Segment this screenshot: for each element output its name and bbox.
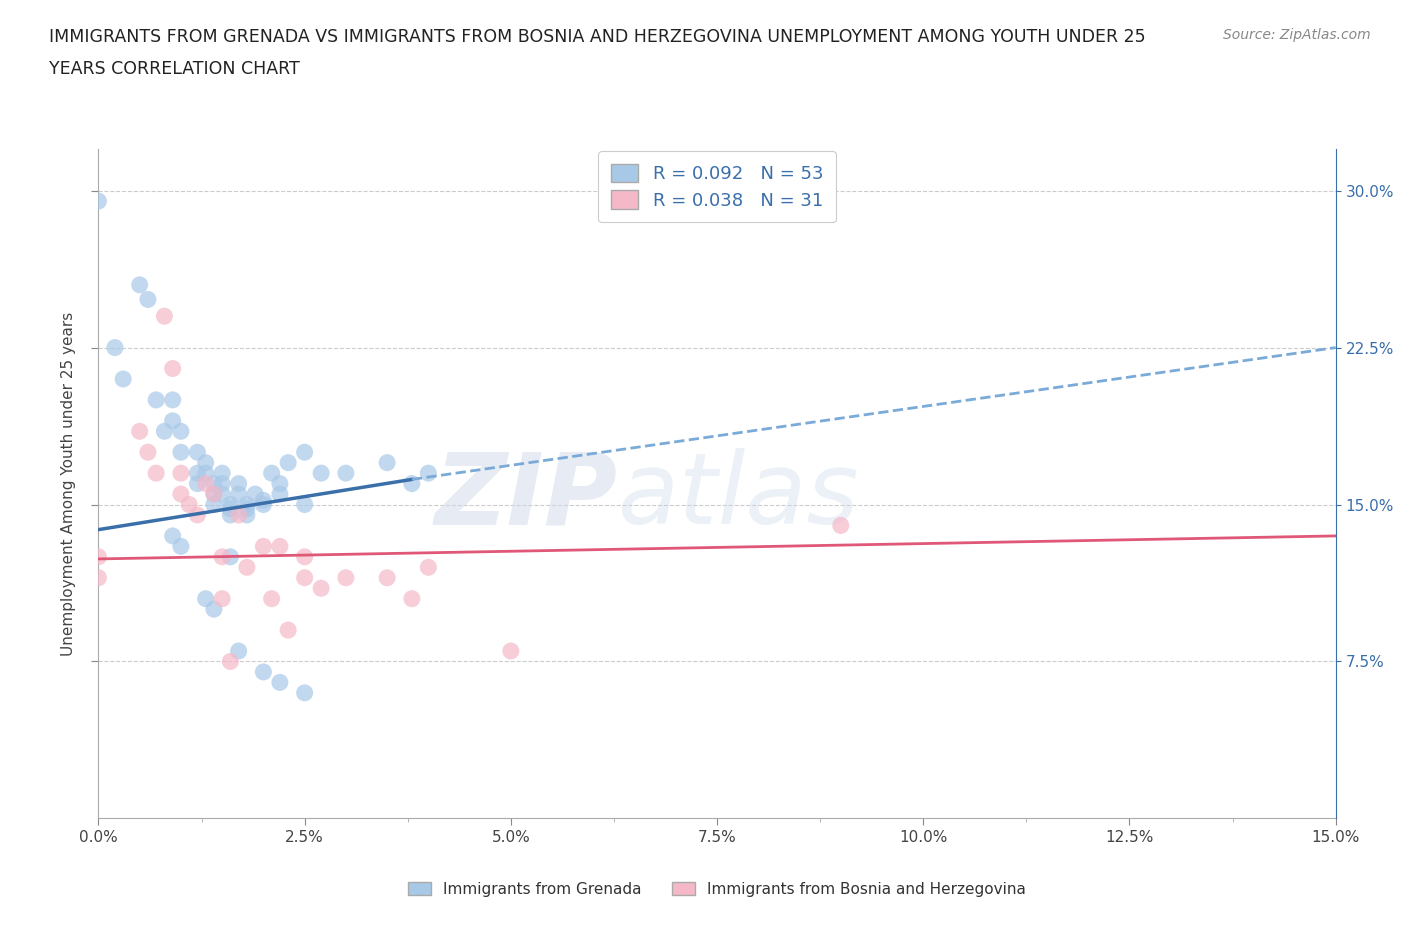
Text: Source: ZipAtlas.com: Source: ZipAtlas.com bbox=[1223, 28, 1371, 42]
Point bbox=[179, 498, 201, 512]
Point bbox=[335, 570, 357, 585]
Point bbox=[252, 493, 274, 508]
Point bbox=[162, 361, 184, 376]
Point bbox=[236, 508, 259, 523]
Point bbox=[211, 466, 233, 481]
Point bbox=[194, 591, 217, 606]
Point bbox=[269, 476, 291, 491]
Point bbox=[228, 476, 250, 491]
Point bbox=[236, 501, 259, 516]
Point bbox=[153, 309, 176, 324]
Point bbox=[87, 193, 110, 208]
Point bbox=[194, 456, 217, 471]
Point bbox=[219, 550, 242, 565]
Point bbox=[269, 539, 291, 554]
Point bbox=[243, 486, 266, 501]
Point bbox=[153, 424, 176, 439]
Point bbox=[128, 424, 150, 439]
Point bbox=[170, 466, 193, 481]
Point bbox=[219, 501, 242, 516]
Point bbox=[211, 486, 233, 501]
Point bbox=[228, 508, 250, 523]
Point bbox=[145, 466, 167, 481]
Point bbox=[401, 476, 423, 491]
Point bbox=[277, 456, 299, 471]
Point bbox=[418, 466, 440, 481]
Point bbox=[162, 414, 184, 429]
Point bbox=[211, 550, 233, 565]
Point bbox=[260, 591, 283, 606]
Point bbox=[87, 550, 110, 565]
Point bbox=[136, 445, 159, 459]
Point bbox=[170, 424, 193, 439]
Point bbox=[219, 498, 242, 512]
Point bbox=[335, 466, 357, 481]
Point bbox=[194, 466, 217, 481]
Point bbox=[219, 508, 242, 523]
Legend: Immigrants from Grenada, Immigrants from Bosnia and Herzegovina: Immigrants from Grenada, Immigrants from… bbox=[401, 874, 1033, 905]
Point bbox=[136, 292, 159, 307]
Point bbox=[186, 476, 208, 491]
Point bbox=[202, 486, 225, 501]
Point bbox=[309, 466, 332, 481]
Point bbox=[375, 456, 398, 471]
Point bbox=[186, 508, 208, 523]
Point bbox=[236, 498, 259, 512]
Point bbox=[162, 528, 184, 543]
Point bbox=[145, 392, 167, 407]
Point bbox=[162, 392, 184, 407]
Point bbox=[228, 644, 250, 658]
Point bbox=[269, 486, 291, 501]
Point bbox=[499, 644, 522, 658]
Point bbox=[252, 539, 274, 554]
Point bbox=[128, 277, 150, 292]
Point bbox=[375, 570, 398, 585]
Y-axis label: Unemployment Among Youth under 25 years: Unemployment Among Youth under 25 years bbox=[60, 312, 76, 656]
Point bbox=[252, 498, 274, 512]
Point bbox=[202, 476, 225, 491]
Point bbox=[294, 550, 316, 565]
Point bbox=[294, 685, 316, 700]
Point bbox=[269, 675, 291, 690]
Point bbox=[418, 560, 440, 575]
Point bbox=[277, 623, 299, 638]
Point bbox=[202, 498, 225, 512]
Point bbox=[401, 591, 423, 606]
Point bbox=[186, 445, 208, 459]
Point bbox=[112, 372, 135, 387]
Text: YEARS CORRELATION CHART: YEARS CORRELATION CHART bbox=[49, 60, 299, 78]
Point bbox=[294, 498, 316, 512]
Point bbox=[202, 486, 225, 501]
Point bbox=[236, 560, 259, 575]
Point bbox=[194, 476, 217, 491]
Point bbox=[170, 539, 193, 554]
Text: ZIP: ZIP bbox=[434, 448, 619, 546]
Point bbox=[211, 591, 233, 606]
Point bbox=[170, 445, 193, 459]
Point bbox=[228, 486, 250, 501]
Point bbox=[87, 570, 110, 585]
Point bbox=[294, 570, 316, 585]
Point bbox=[170, 486, 193, 501]
Text: IMMIGRANTS FROM GRENADA VS IMMIGRANTS FROM BOSNIA AND HERZEGOVINA UNEMPLOYMENT A: IMMIGRANTS FROM GRENADA VS IMMIGRANTS FR… bbox=[49, 28, 1146, 46]
Point bbox=[830, 518, 852, 533]
Point bbox=[309, 580, 332, 596]
Point bbox=[186, 466, 208, 481]
Point bbox=[260, 466, 283, 481]
Point bbox=[211, 476, 233, 491]
Point bbox=[202, 602, 225, 617]
Point bbox=[294, 445, 316, 459]
Text: atlas: atlas bbox=[619, 448, 859, 546]
Point bbox=[219, 654, 242, 669]
Point bbox=[104, 340, 127, 355]
Point bbox=[252, 665, 274, 680]
